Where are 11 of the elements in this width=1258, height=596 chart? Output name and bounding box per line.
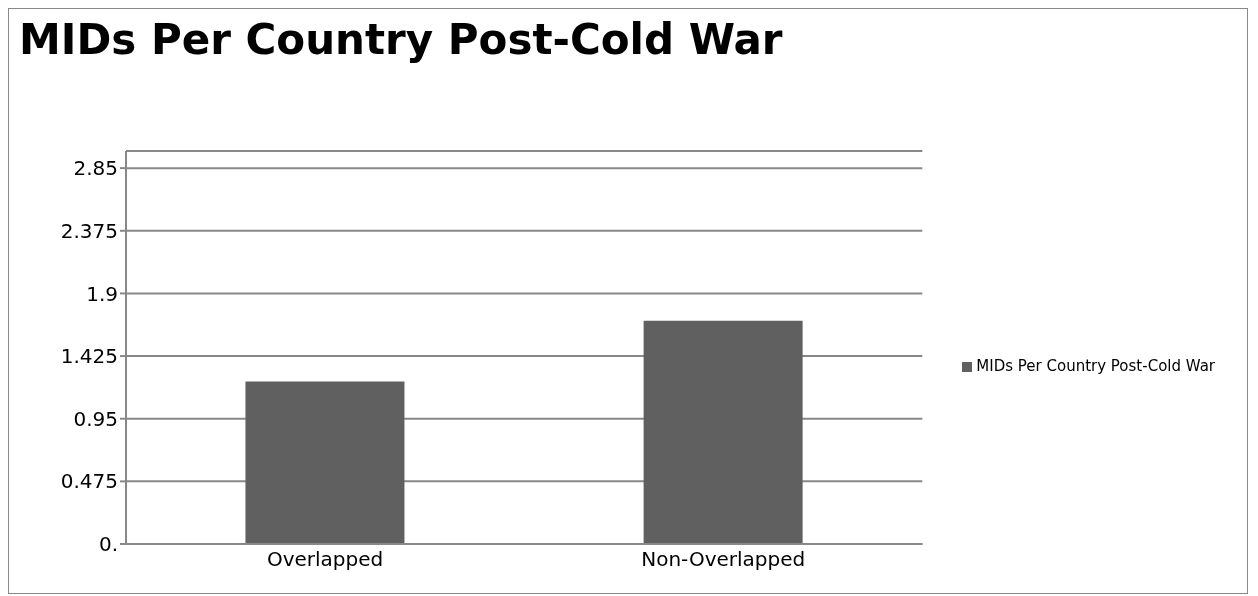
y-tick-label: 0.475 (60, 469, 118, 494)
x-tick-label: Non-Overlapped (641, 547, 806, 572)
chart-title: MIDs Per Country Post-Cold War (18, 14, 784, 66)
x-tick-label: Overlapped (266, 547, 384, 572)
y-tick-label: 1.425 (60, 344, 118, 369)
legend-label: MIDs Per Country Post-Cold War (976, 357, 1215, 375)
y-tick-label: 2.375 (60, 218, 118, 243)
y-tick-label: 0.95 (73, 406, 118, 431)
y-tick-label: 2.85 (73, 156, 118, 181)
y-tick-label: 0. (98, 532, 118, 557)
y-tick-label: 1.9 (86, 281, 118, 306)
